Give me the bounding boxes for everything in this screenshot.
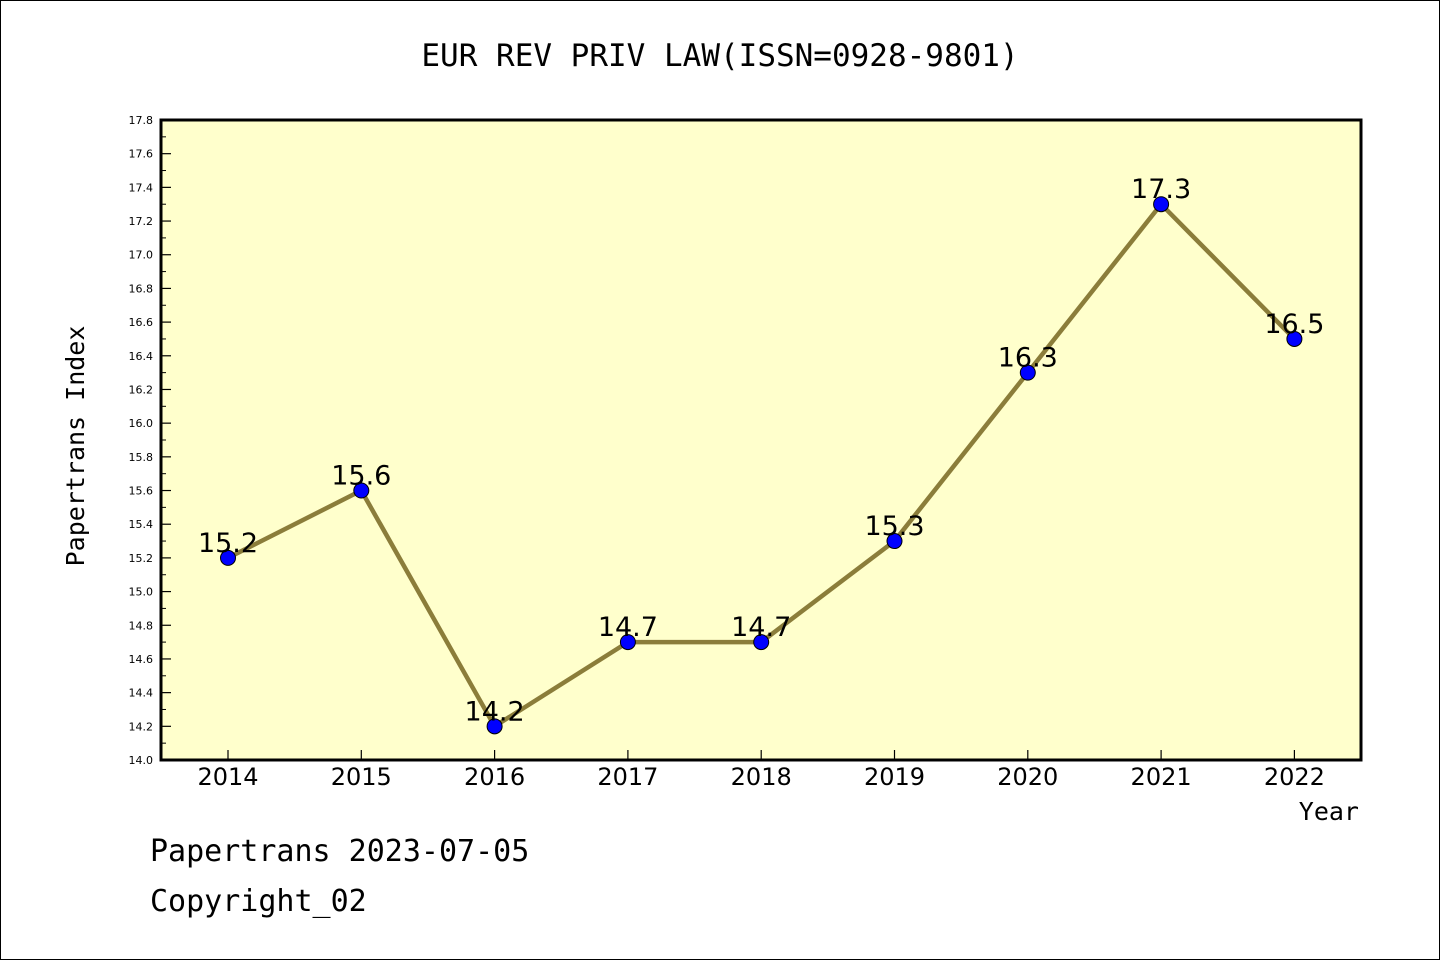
y-tick-label: 17.0 <box>129 249 154 262</box>
data-point-2016 <box>486 718 503 735</box>
data-label-2015: 15.6 <box>331 461 391 492</box>
x-tick-label: 2015 <box>331 763 392 791</box>
axis-ticks: 14.0 14.2 14.4 14.6 14.8 15.0 15.2 15.4 15.6 15.8… <box>129 114 1325 791</box>
y-tick-label: 14.8 <box>129 619 154 632</box>
data-label-2021: 17.3 <box>1131 174 1191 205</box>
plot-border <box>159 118 1363 762</box>
data-point-2014 <box>220 549 236 566</box>
x-tick-label: 2016 <box>464 763 525 791</box>
y-tick-label: 17.8 <box>129 114 154 127</box>
x-tick-label: 2019 <box>864 763 925 791</box>
data-point-2020 <box>1019 364 1036 381</box>
y-tick-label: 16.8 <box>129 282 154 295</box>
y-tick-label: 16.2 <box>129 383 154 396</box>
series-line <box>220 196 1303 735</box>
footer-copyright: Copyright_02 <box>150 884 367 919</box>
data-point-2021 <box>1153 196 1170 213</box>
y-tick-label: 17.6 <box>129 148 154 161</box>
y-tick-label: 15.4 <box>129 518 154 531</box>
y-tick-label: 15.0 <box>129 586 154 599</box>
y-tick-label: 15.6 <box>129 485 154 498</box>
data-label-2022: 16.5 <box>1264 309 1324 340</box>
y-tick-label: 15.8 <box>129 451 154 464</box>
data-labels: 15.2 15.6 14.2 14.7 14.7 15.3 16.3 17.3 16.5 <box>198 174 1325 727</box>
x-axis-title: Year <box>1299 797 1359 826</box>
x-tick-label: 2022 <box>1264 763 1325 791</box>
y-tick-label: 14.0 <box>129 754 154 767</box>
y-tick-label: 17.2 <box>129 215 154 228</box>
x-tick-label: 2020 <box>997 763 1058 791</box>
data-point-2019 <box>886 533 903 550</box>
y-tick-label: 17.4 <box>129 181 154 194</box>
y-tick-label: 16.4 <box>129 350 154 363</box>
data-label-2017: 14.7 <box>598 612 658 643</box>
data-label-2014: 15.2 <box>198 528 258 559</box>
y-tick-label: 15.2 <box>129 552 154 565</box>
data-point-2022 <box>1286 330 1303 347</box>
plot-area <box>161 120 1361 760</box>
data-label-2016: 14.2 <box>465 696 525 727</box>
x-tick-label: 2017 <box>597 763 658 791</box>
x-tick-label: 2018 <box>731 763 792 791</box>
data-label-2019: 15.3 <box>864 511 924 542</box>
y-tick-label: 14.4 <box>129 687 154 700</box>
y-tick-label: 14.6 <box>129 653 154 666</box>
data-label-2018: 14.7 <box>731 612 791 643</box>
data-label-2020: 16.3 <box>998 343 1058 374</box>
data-point-2015 <box>353 482 370 499</box>
y-tick-label: 14.2 <box>129 720 154 733</box>
data-point-2017 <box>619 634 636 651</box>
x-tick-label: 2021 <box>1131 763 1192 791</box>
x-tick-label: 2014 <box>197 763 258 791</box>
footer-date: Papertrans 2023-07-05 <box>150 834 530 869</box>
data-point-2018 <box>753 634 770 651</box>
y-tick-label: 16.6 <box>129 316 154 329</box>
y-tick-label: 16.0 <box>129 417 154 430</box>
y-axis-title: Papertrans Index <box>61 326 90 567</box>
chart-title: EUR REV PRIV LAW(ISSN=0928-9801) <box>421 38 1018 74</box>
